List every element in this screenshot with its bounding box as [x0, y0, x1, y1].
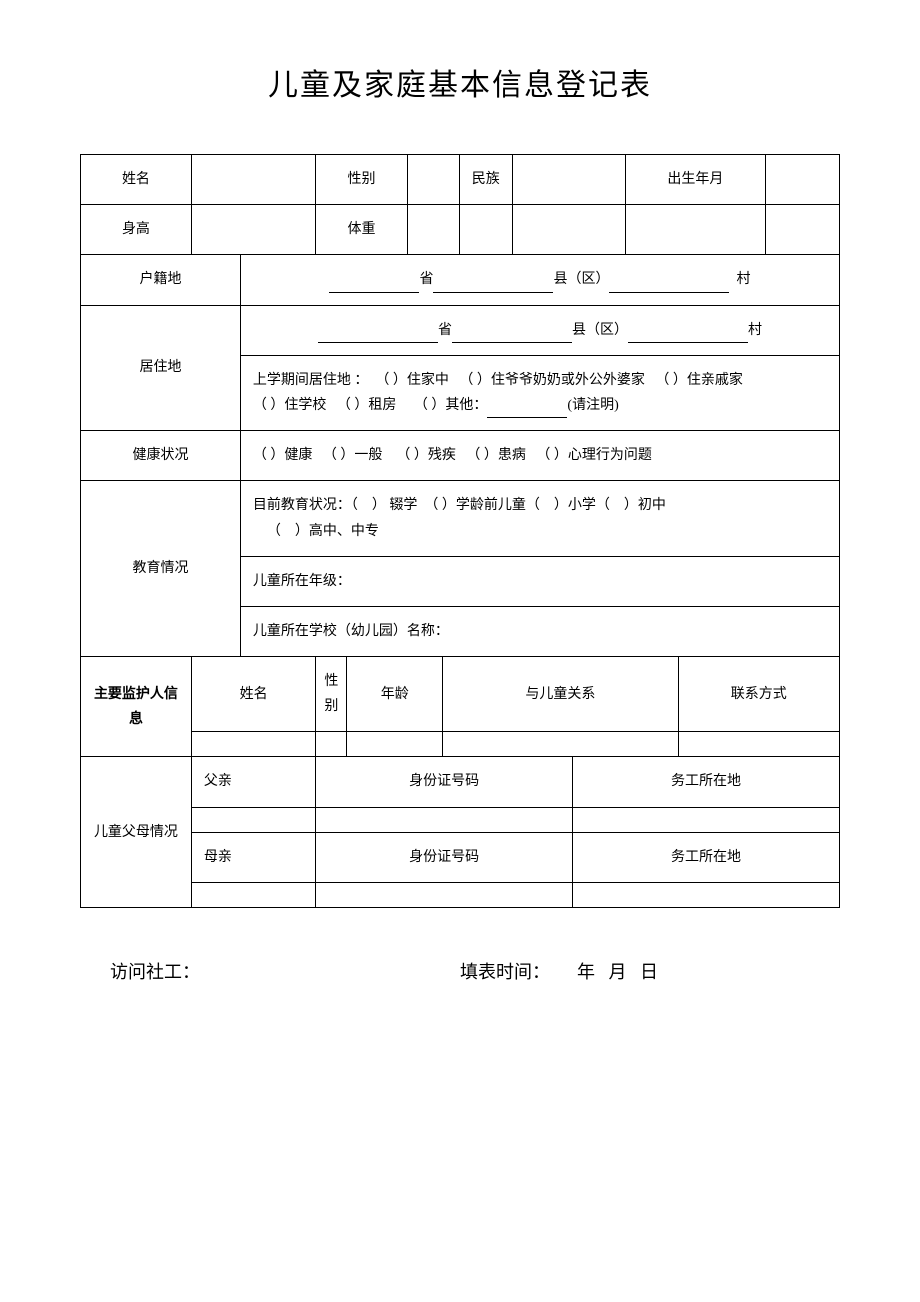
- name-label: 姓名: [81, 155, 192, 205]
- guardian-name-label: 姓名: [191, 657, 315, 732]
- mother-work-field[interactable]: [573, 882, 840, 907]
- residence-address[interactable]: 省县（区）村: [240, 305, 839, 355]
- guardian-age-label: 年龄: [347, 657, 443, 732]
- date-label: 填表时间： 年 月 日: [460, 958, 810, 984]
- birth-label: 出生年月: [625, 155, 765, 205]
- blank-field-2[interactable]: [512, 205, 625, 255]
- weight-label: 体重: [316, 205, 407, 255]
- form-footer: 访问社工： 填表时间： 年 月 日: [80, 958, 840, 984]
- guardian-gender-label: 性别: [316, 657, 347, 732]
- education-grade[interactable]: 儿童所在年级：: [240, 556, 839, 606]
- guardian-relation-label: 与儿童关系: [443, 657, 678, 732]
- household-address[interactable]: 省县（区） 村: [240, 255, 839, 305]
- residence-school-period[interactable]: 上学期间居住地 ： （ ）住家中 （ ）住爷爷奶奶或外公外婆家 （ ）住亲戚家 …: [240, 355, 839, 430]
- health-options[interactable]: （ ）健康 （ ）一般 （ ）残疾 （ ）患病 （ ）心理行为问题: [240, 431, 839, 481]
- household-label: 户籍地: [81, 255, 241, 305]
- guardian-contact-field[interactable]: [678, 732, 839, 757]
- guardian-name-field[interactable]: [191, 732, 315, 757]
- guardian-gender-field[interactable]: [316, 732, 347, 757]
- father-id-field[interactable]: [316, 807, 573, 832]
- guardian-contact-label: 联系方式: [678, 657, 839, 732]
- father-label: 父亲: [191, 757, 315, 807]
- guardian-age-field[interactable]: [347, 732, 443, 757]
- blank-field-4[interactable]: [766, 205, 840, 255]
- guardian-relation-field[interactable]: [443, 732, 678, 757]
- blank-field-3[interactable]: [625, 205, 765, 255]
- birth-field[interactable]: [766, 155, 840, 205]
- guardian-label: 主要监护人信息: [81, 657, 192, 757]
- registration-form-table: 姓名 性别 民族 出生年月 身高 体重 户籍地 省县（区） 村 居住地 省县（区…: [80, 154, 840, 908]
- father-work-field[interactable]: [573, 807, 840, 832]
- health-label: 健康状况: [81, 431, 241, 481]
- weight-field[interactable]: [407, 205, 459, 255]
- mother-id-field[interactable]: [316, 882, 573, 907]
- mother-label: 母亲: [191, 832, 315, 882]
- parents-label: 儿童父母情况: [81, 757, 192, 907]
- ethnicity-label: 民族: [459, 155, 512, 205]
- father-name-field[interactable]: [191, 807, 315, 832]
- visitor-label: 访问社工：: [110, 958, 460, 984]
- education-label: 教育情况: [81, 481, 241, 657]
- ethnicity-field[interactable]: [512, 155, 625, 205]
- blank-field-1[interactable]: [459, 205, 512, 255]
- mother-work-label: 务工所在地: [573, 832, 840, 882]
- education-status[interactable]: 目前教育状况：（ ） 辍学 （ ）学龄前儿童（ ）小学（ ）初中 （ ）高中、中…: [240, 481, 839, 556]
- mother-name-field[interactable]: [191, 882, 315, 907]
- mother-id-label: 身份证号码: [316, 832, 573, 882]
- residence-label: 居住地: [81, 305, 241, 431]
- father-id-label: 身份证号码: [316, 757, 573, 807]
- gender-field[interactable]: [407, 155, 459, 205]
- height-label: 身高: [81, 205, 192, 255]
- height-field[interactable]: [191, 205, 315, 255]
- document-title: 儿童及家庭基本信息登记表: [80, 60, 840, 104]
- father-work-label: 务工所在地: [573, 757, 840, 807]
- name-field[interactable]: [191, 155, 315, 205]
- gender-label: 性别: [316, 155, 407, 205]
- education-school-name[interactable]: 儿童所在学校（幼儿园）名称：: [240, 606, 839, 656]
